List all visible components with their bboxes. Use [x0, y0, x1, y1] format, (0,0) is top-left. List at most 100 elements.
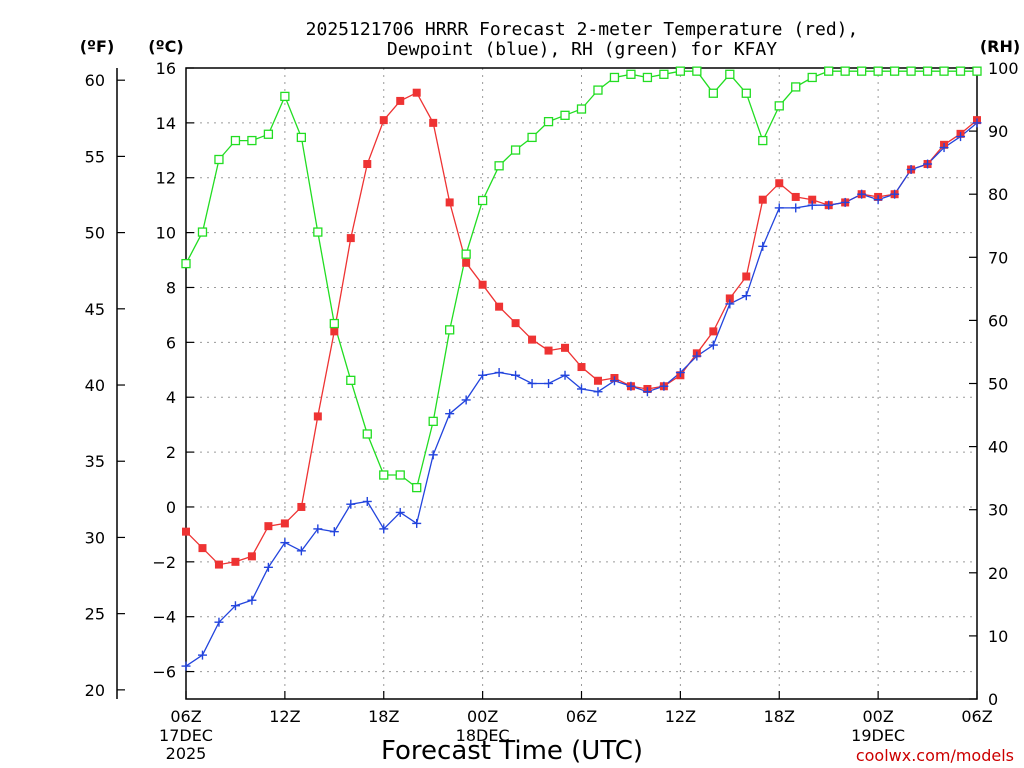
celsius-tick-label: 8 — [166, 278, 176, 297]
temp-point — [758, 195, 767, 204]
temp-point — [214, 560, 223, 569]
dewpoint-point — [560, 370, 570, 380]
fahrenheit-tick-label: 40 — [85, 376, 105, 395]
rh-point — [873, 66, 883, 76]
dewpoint-point — [972, 118, 982, 128]
rh-point — [609, 72, 620, 83]
dewpoint-point — [214, 617, 224, 627]
dewpoint-point — [494, 368, 504, 378]
date-sub-label: 2025 — [166, 744, 207, 763]
temp-point — [511, 319, 520, 328]
dewpoint-point — [313, 524, 323, 534]
rh-point — [939, 66, 949, 76]
credit-text: coolwx.com/models — [856, 746, 1014, 765]
dewpoint-point — [675, 368, 685, 378]
dewpoint-point — [461, 395, 471, 405]
rh-point — [445, 325, 455, 335]
rh-tick-label: 90 — [988, 122, 1008, 141]
fahrenheit-axis-ticks: 20 25 30 35 40 45 50 55 60 — [85, 71, 125, 700]
time-tick-label: 00Z — [862, 707, 893, 726]
time-tick-label: 18Z — [764, 707, 795, 726]
grid-lines — [186, 68, 977, 699]
dewpoint-point — [923, 159, 933, 169]
rh-point — [494, 161, 504, 171]
dewpoint-point — [362, 496, 372, 506]
fahrenheit-tick-label: 55 — [85, 147, 105, 166]
rh-tick-label: 10 — [988, 627, 1008, 646]
rh-tick-label: 40 — [988, 438, 1008, 457]
dewpoint-point — [379, 524, 389, 534]
fahrenheit-tick-label: 60 — [85, 71, 105, 90]
celsius-tick-label: 6 — [166, 333, 176, 352]
rh-point — [922, 66, 933, 76]
dewpoint-point — [609, 376, 619, 386]
fahrenheit-tick-label: 20 — [85, 681, 105, 700]
dewpoint-point — [247, 595, 257, 605]
temp-point — [247, 552, 256, 561]
temp-point — [808, 195, 817, 204]
temp-point — [198, 544, 207, 553]
time-tick-label: 00Z — [467, 707, 498, 726]
temp-point — [363, 160, 372, 169]
rh-point — [477, 195, 488, 206]
temp-point — [742, 272, 751, 281]
dewpoint-point — [791, 203, 801, 213]
celsius-tick-label: 4 — [166, 388, 176, 407]
dewpoint-point — [428, 450, 438, 460]
x-axis-title: Forecast Time (UTC) — [381, 736, 643, 766]
rh-tick-label: 80 — [988, 185, 1008, 204]
series-layer — [181, 66, 982, 671]
rh-axis-ticks: 0 10 20 30 40 50 60 70 80 90 100 — [969, 59, 1019, 709]
temp-point — [577, 363, 586, 372]
dewpoint-point — [296, 546, 306, 556]
time-tick-label: 12Z — [269, 707, 300, 726]
celsius-tick-label: −6 — [152, 663, 176, 682]
dewpoint-point — [445, 409, 455, 419]
rh-point — [889, 66, 900, 76]
fahrenheit-tick-label: 30 — [85, 528, 105, 547]
temp-point — [280, 519, 289, 528]
rh-point — [758, 135, 768, 146]
rh-point — [527, 132, 537, 143]
date-sub-label: 18DEC — [456, 726, 510, 745]
celsius-tick-label: 12 — [156, 169, 176, 188]
temp-point — [396, 96, 405, 105]
fahrenheit-tick-label: 25 — [85, 605, 105, 624]
time-tick-label: 06Z — [170, 707, 201, 726]
rh-point — [428, 416, 438, 427]
rh-point — [510, 145, 521, 155]
rh-point — [659, 69, 669, 79]
temp-point — [462, 258, 471, 267]
rh-point — [362, 429, 372, 439]
temp-point — [593, 376, 602, 385]
dewpoint-point — [346, 499, 356, 509]
dewpoint-point — [741, 291, 751, 301]
rh-point — [214, 154, 224, 165]
dewpoint-point — [412, 518, 422, 528]
rh-point — [230, 135, 241, 146]
rh-axis-label: (RH) — [980, 37, 1020, 56]
temp-point — [429, 118, 438, 127]
dewpoint-point — [840, 197, 850, 207]
chart-title-line-2: Dewpoint (blue), RH (green) for KFAY — [387, 39, 777, 60]
fahrenheit-tick-label: 45 — [85, 300, 105, 319]
temp-point — [297, 502, 306, 511]
rh-point — [955, 66, 966, 76]
dewpoint-point — [478, 370, 488, 380]
rh-point — [741, 88, 751, 98]
rh-point — [972, 66, 982, 76]
dewpoint-point — [873, 195, 883, 205]
celsius-tick-label: 16 — [156, 59, 176, 78]
rh-point — [296, 132, 307, 143]
rh-point — [560, 110, 570, 120]
fahrenheit-tick-label: 35 — [85, 452, 105, 471]
temp-point — [528, 335, 537, 344]
celsius-tick-label: −4 — [152, 608, 176, 627]
celsius-tick-label: 10 — [156, 224, 176, 243]
rh-point — [395, 470, 405, 480]
rh-point — [379, 470, 389, 480]
dewpoint-point — [230, 601, 240, 611]
temp-point — [445, 198, 454, 207]
date-sub-label: 19DEC — [851, 726, 905, 745]
temp-point — [775, 179, 784, 188]
